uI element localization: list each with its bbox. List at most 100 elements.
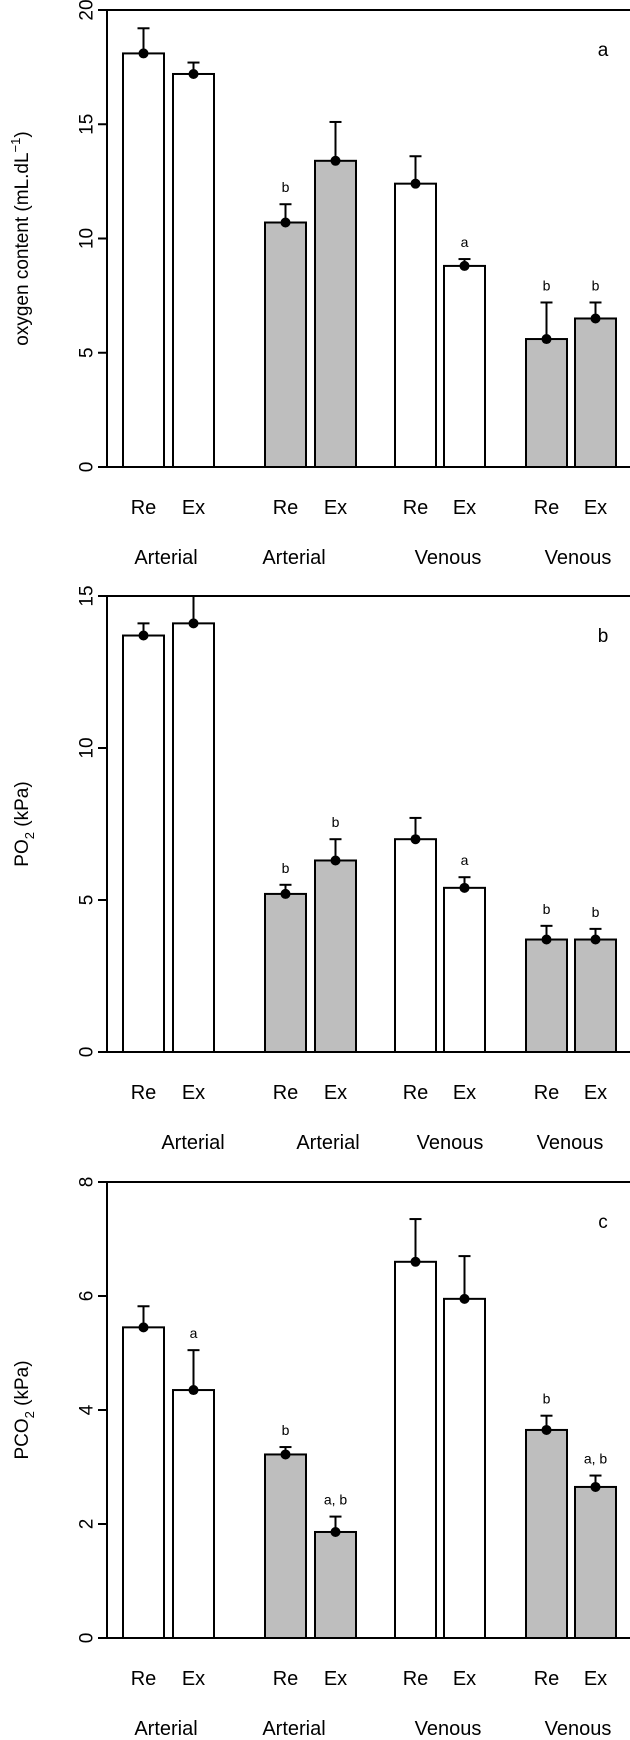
group-label: Venous bbox=[417, 1132, 484, 1154]
category-label: Re bbox=[403, 1668, 429, 1690]
y-tick-label: 20 bbox=[77, 0, 98, 21]
mean-point bbox=[280, 1449, 291, 1460]
bar bbox=[122, 52, 165, 468]
mean-point bbox=[138, 1322, 149, 1333]
category-label: Re bbox=[403, 497, 429, 519]
mean-point bbox=[590, 313, 601, 324]
mean-point bbox=[459, 260, 470, 271]
group-label: Venous bbox=[415, 1718, 482, 1740]
bar bbox=[574, 317, 617, 468]
y-tick-label: 5 bbox=[77, 347, 98, 358]
significance-label: b bbox=[282, 1422, 290, 1438]
bar bbox=[443, 1297, 486, 1639]
mean-point bbox=[330, 1526, 341, 1537]
bar bbox=[314, 159, 357, 468]
mean-point bbox=[459, 882, 470, 893]
bar bbox=[525, 338, 568, 469]
mean-point bbox=[590, 934, 601, 945]
plot-frame bbox=[106, 595, 630, 1053]
y-tick-label: 10 bbox=[77, 228, 98, 249]
category-label: Ex bbox=[584, 1082, 607, 1104]
group-label: Arterial bbox=[161, 1132, 224, 1154]
mean-point bbox=[188, 68, 199, 79]
bar bbox=[172, 72, 215, 468]
category-label: Re bbox=[273, 1668, 299, 1690]
bar bbox=[314, 1530, 357, 1639]
y-tick-label: 0 bbox=[77, 1047, 98, 1058]
group-label: Arterial bbox=[262, 547, 325, 569]
significance-label: a bbox=[461, 234, 469, 250]
category-label: Ex bbox=[324, 1082, 347, 1104]
panel-tag: b bbox=[598, 626, 609, 647]
bar bbox=[172, 1389, 215, 1640]
mean-point bbox=[541, 334, 552, 345]
category-label: Ex bbox=[324, 497, 347, 519]
y-tick-label: 10 bbox=[77, 737, 98, 758]
significance-label: b bbox=[543, 1391, 551, 1407]
y-axis-label: PO2 (kPa) bbox=[12, 781, 37, 866]
category-label: Ex bbox=[182, 1668, 205, 1690]
bar bbox=[525, 1428, 568, 1639]
mean-point bbox=[138, 630, 149, 641]
chart-panel-c: 0 2 4 6 8 PCO2 (kPa) c Re a Ex b Re a, b Ex Re Ex b Re a, … bbox=[12, 1177, 630, 1740]
category-label: Re bbox=[534, 497, 560, 519]
y-tick-label: 5 bbox=[77, 895, 98, 906]
significance-label: b bbox=[332, 814, 340, 830]
group-label: Venous bbox=[415, 547, 482, 569]
category-label: Re bbox=[534, 1082, 560, 1104]
category-label: Ex bbox=[182, 1082, 205, 1104]
category-label: Ex bbox=[324, 1668, 347, 1690]
significance-label: b bbox=[592, 904, 600, 920]
mean-point bbox=[280, 888, 291, 899]
group-label: Venous bbox=[537, 1132, 604, 1154]
mean-point bbox=[188, 1385, 199, 1396]
mean-point bbox=[541, 1424, 552, 1435]
bar bbox=[314, 859, 357, 1053]
mean-point bbox=[138, 48, 149, 59]
bar bbox=[122, 1326, 165, 1639]
mean-point bbox=[330, 855, 341, 866]
mean-point bbox=[410, 1256, 421, 1267]
mean-point bbox=[590, 1481, 601, 1492]
group-label: Venous bbox=[545, 1718, 612, 1740]
panel-tag: c bbox=[598, 1212, 608, 1233]
category-label: Re bbox=[403, 1082, 429, 1104]
chart-panel-a: 0 5 10 15 20 oxygen content (mL.dL−1) a Re Ex b Re… bbox=[8, 0, 630, 569]
group-label: Venous bbox=[545, 547, 612, 569]
category-label: Re bbox=[273, 1082, 299, 1104]
panel-tag: a bbox=[598, 40, 609, 61]
category-label: Ex bbox=[453, 497, 476, 519]
bar bbox=[443, 264, 486, 469]
mean-point bbox=[410, 834, 421, 845]
y-tick-label: 4 bbox=[77, 1404, 98, 1415]
mean-point bbox=[541, 934, 552, 945]
mean-point bbox=[330, 155, 341, 166]
significance-label: a bbox=[190, 1325, 198, 1341]
y-tick-label: 6 bbox=[77, 1291, 98, 1302]
y-tick-label: 0 bbox=[77, 1633, 98, 1644]
y-axis-label: oxygen content (mL.dL−1) bbox=[8, 131, 33, 345]
y-tick-label: 2 bbox=[77, 1519, 98, 1530]
y-tick-label: 8 bbox=[77, 1177, 98, 1188]
category-label: Ex bbox=[453, 1668, 476, 1690]
category-label: Re bbox=[131, 1668, 157, 1690]
bar bbox=[574, 938, 617, 1054]
mean-point bbox=[459, 1293, 470, 1304]
mean-point bbox=[188, 618, 199, 629]
bar bbox=[394, 1260, 437, 1640]
significance-label: b bbox=[592, 277, 600, 293]
chart-panel-b: 0 5 10 15 PO2 (kPa) b Re Ex b Re b Ex Re a Ex b Re b Ex Art… bbox=[12, 585, 630, 1154]
y-tick-label: 15 bbox=[77, 585, 98, 606]
bar bbox=[394, 182, 437, 468]
group-label: Arterial bbox=[134, 1718, 197, 1740]
significance-label: a, b bbox=[584, 1451, 608, 1467]
bar bbox=[264, 221, 307, 468]
significance-label: b bbox=[282, 179, 290, 195]
bar bbox=[172, 622, 215, 1053]
category-label: Re bbox=[131, 497, 157, 519]
group-label: Arterial bbox=[296, 1132, 359, 1154]
category-label: Ex bbox=[453, 1082, 476, 1104]
category-label: Re bbox=[131, 1082, 157, 1104]
significance-label: a bbox=[461, 852, 469, 868]
